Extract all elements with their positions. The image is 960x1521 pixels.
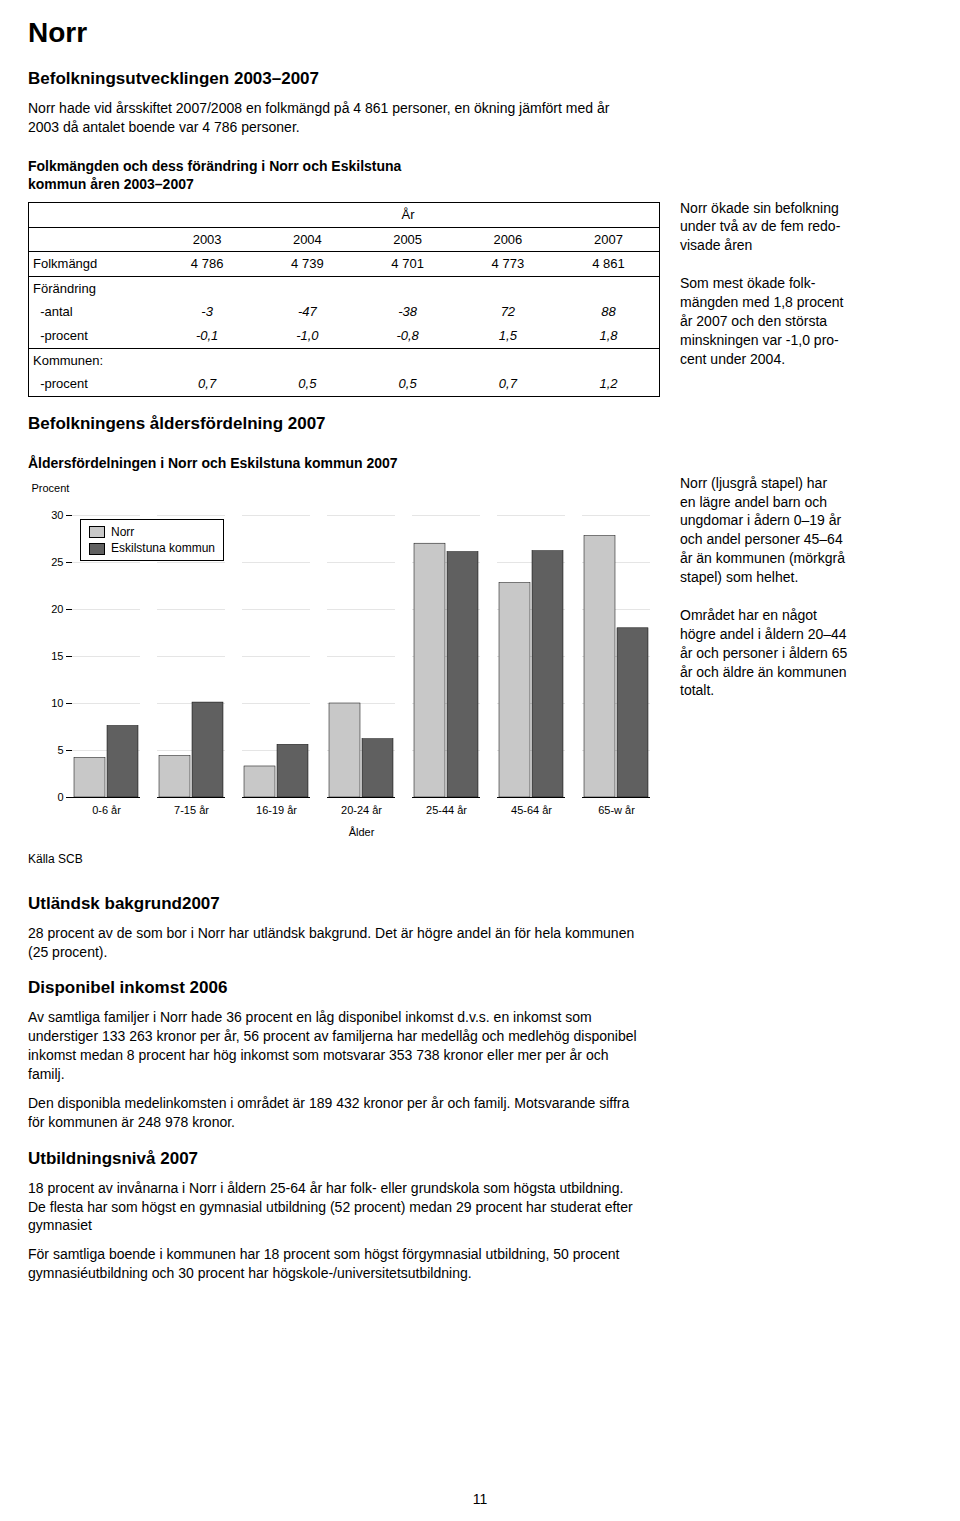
html-text:1,8: 1,8 bbox=[599, 328, 618, 343]
html-text:Eskilstuna kommun: Eskilstuna kommun bbox=[111, 540, 215, 555]
html-text:4 701: 4 701 bbox=[391, 256, 424, 272]
html-text:Norr ökade sin befolkning unde: Norr ökade sin befolkning under två av d… bbox=[680, 199, 844, 367]
html-text:Norr (ljusgrå stapel) har en l: Norr (ljusgrå stapel) har en lägre andel… bbox=[680, 474, 848, 699]
svg-text:65-w år: 65-w år bbox=[598, 804, 635, 816]
html-text:Förändring: Förändring bbox=[33, 280, 96, 296]
html-text:Folkmängd: Folkmängd bbox=[33, 256, 98, 272]
svg-text:10: 10 bbox=[51, 697, 63, 709]
html-text:Källa SCB: Källa SCB bbox=[28, 851, 83, 866]
svg-text:0-6 år: 0-6 år bbox=[92, 804, 121, 816]
svg-text:5: 5 bbox=[57, 744, 63, 756]
html-text:2003: 2003 bbox=[192, 231, 222, 247]
html-text:-0,1: -0,1 bbox=[195, 328, 219, 343]
html-text:2007: 2007 bbox=[594, 231, 623, 247]
html-text:28 procent av de som bor i Nor: 28 procent av de som bor i Norr har utlä… bbox=[28, 924, 635, 960]
html-text:2006: 2006 bbox=[493, 231, 523, 247]
html-text:-1,0: -1,0 bbox=[296, 328, 319, 343]
html-text:0,7: 0,7 bbox=[498, 376, 517, 392]
svg-text:30: 30 bbox=[51, 509, 63, 521]
svg-text:15: 15 bbox=[51, 650, 63, 662]
svg-text:Ålder: Ålder bbox=[349, 825, 375, 837]
svg-text:7-15 år: 7-15 år bbox=[174, 804, 209, 816]
svg-text:20: 20 bbox=[51, 603, 63, 615]
html-text:Utländsk bakgrund2007: Utländsk bakgrund2007 bbox=[28, 893, 220, 913]
svg-text:20-24 år: 20-24 år bbox=[341, 804, 382, 816]
html-text:För samtliga boende i kommunen: För samtliga boende i kommunen har 18 pr… bbox=[28, 1246, 620, 1282]
html-text:11: 11 bbox=[472, 1491, 488, 1507]
html-text:Norr hade vid årsskiftet 2007/: Norr hade vid årsskiftet 2007/2008 en fo… bbox=[28, 99, 610, 135]
html-text:Kommunen:: Kommunen: bbox=[33, 352, 104, 368]
html-text:2004: 2004 bbox=[292, 231, 322, 247]
svg-text:16-19 år: 16-19 år bbox=[256, 804, 297, 816]
html-text:0,5: 0,5 bbox=[398, 376, 417, 392]
html-text:0,5: 0,5 bbox=[298, 376, 317, 392]
html-text:4 773: 4 773 bbox=[491, 256, 525, 272]
html-text:4 786: 4 786 bbox=[190, 256, 224, 272]
html-text:4 739: 4 739 bbox=[291, 256, 324, 272]
html-text:2005: 2005 bbox=[393, 231, 423, 247]
html-text:88: 88 bbox=[601, 304, 616, 320]
html-text:-antal: -antal bbox=[33, 304, 73, 320]
html-text:-3: -3 bbox=[201, 304, 213, 320]
html-text:-procent: -procent bbox=[33, 376, 88, 392]
html-text:-procent: -procent bbox=[33, 328, 88, 343]
html-text:-0,8: -0,8 bbox=[396, 328, 419, 343]
html-text:Utbildningsnivå 2007: Utbildningsnivå 2007 bbox=[28, 1148, 198, 1168]
html-text:1,5: 1,5 bbox=[498, 328, 517, 343]
html-text:Norr: Norr bbox=[28, 17, 88, 48]
html-text:Norr: Norr bbox=[111, 524, 135, 539]
html-text:4 861: 4 861 bbox=[592, 256, 625, 272]
svg-text:0: 0 bbox=[57, 791, 63, 803]
html-text:72: 72 bbox=[500, 304, 516, 320]
html-text:Av samtliga familjer i Norr ha: Av samtliga familjer i Norr hade 36 proc… bbox=[28, 1009, 637, 1082]
html-text:-38: -38 bbox=[398, 304, 417, 320]
html-text:-47: -47 bbox=[298, 304, 317, 320]
html-text:Befolkningsutvecklingen 2003–2: Befolkningsutvecklingen 2003–2007 bbox=[28, 68, 319, 88]
svg-text:45-64 år: 45-64 år bbox=[511, 804, 552, 816]
html-text:1,2: 1,2 bbox=[599, 376, 618, 392]
html-text:0,7: 0,7 bbox=[198, 376, 217, 392]
html-text:Befolkningens åldersfördelning: Befolkningens åldersfördelning 2007 bbox=[28, 413, 326, 433]
svg-text:25: 25 bbox=[51, 556, 63, 568]
html-text:Disponibel inkomst 2006: Disponibel inkomst 2006 bbox=[28, 978, 228, 998]
html-text:Folkmängden och dess förändrin: Folkmängden och dess förändring i Norr o… bbox=[28, 157, 402, 193]
html-text:Åldersfördelningen i Norr och: Åldersfördelningen i Norr och Eskilstuna… bbox=[28, 454, 398, 471]
svg-text:25-44 år: 25-44 år bbox=[426, 804, 467, 816]
html-text:18 procent av invånarna i Norr: 18 procent av invånarna i Norr i åldern … bbox=[28, 1179, 633, 1234]
html-text:År: År bbox=[401, 207, 415, 223]
svg-text:Procent: Procent bbox=[32, 482, 70, 494]
html-text:Den disponibla medelinkomsten: Den disponibla medelinkomsten i området … bbox=[28, 1094, 630, 1130]
